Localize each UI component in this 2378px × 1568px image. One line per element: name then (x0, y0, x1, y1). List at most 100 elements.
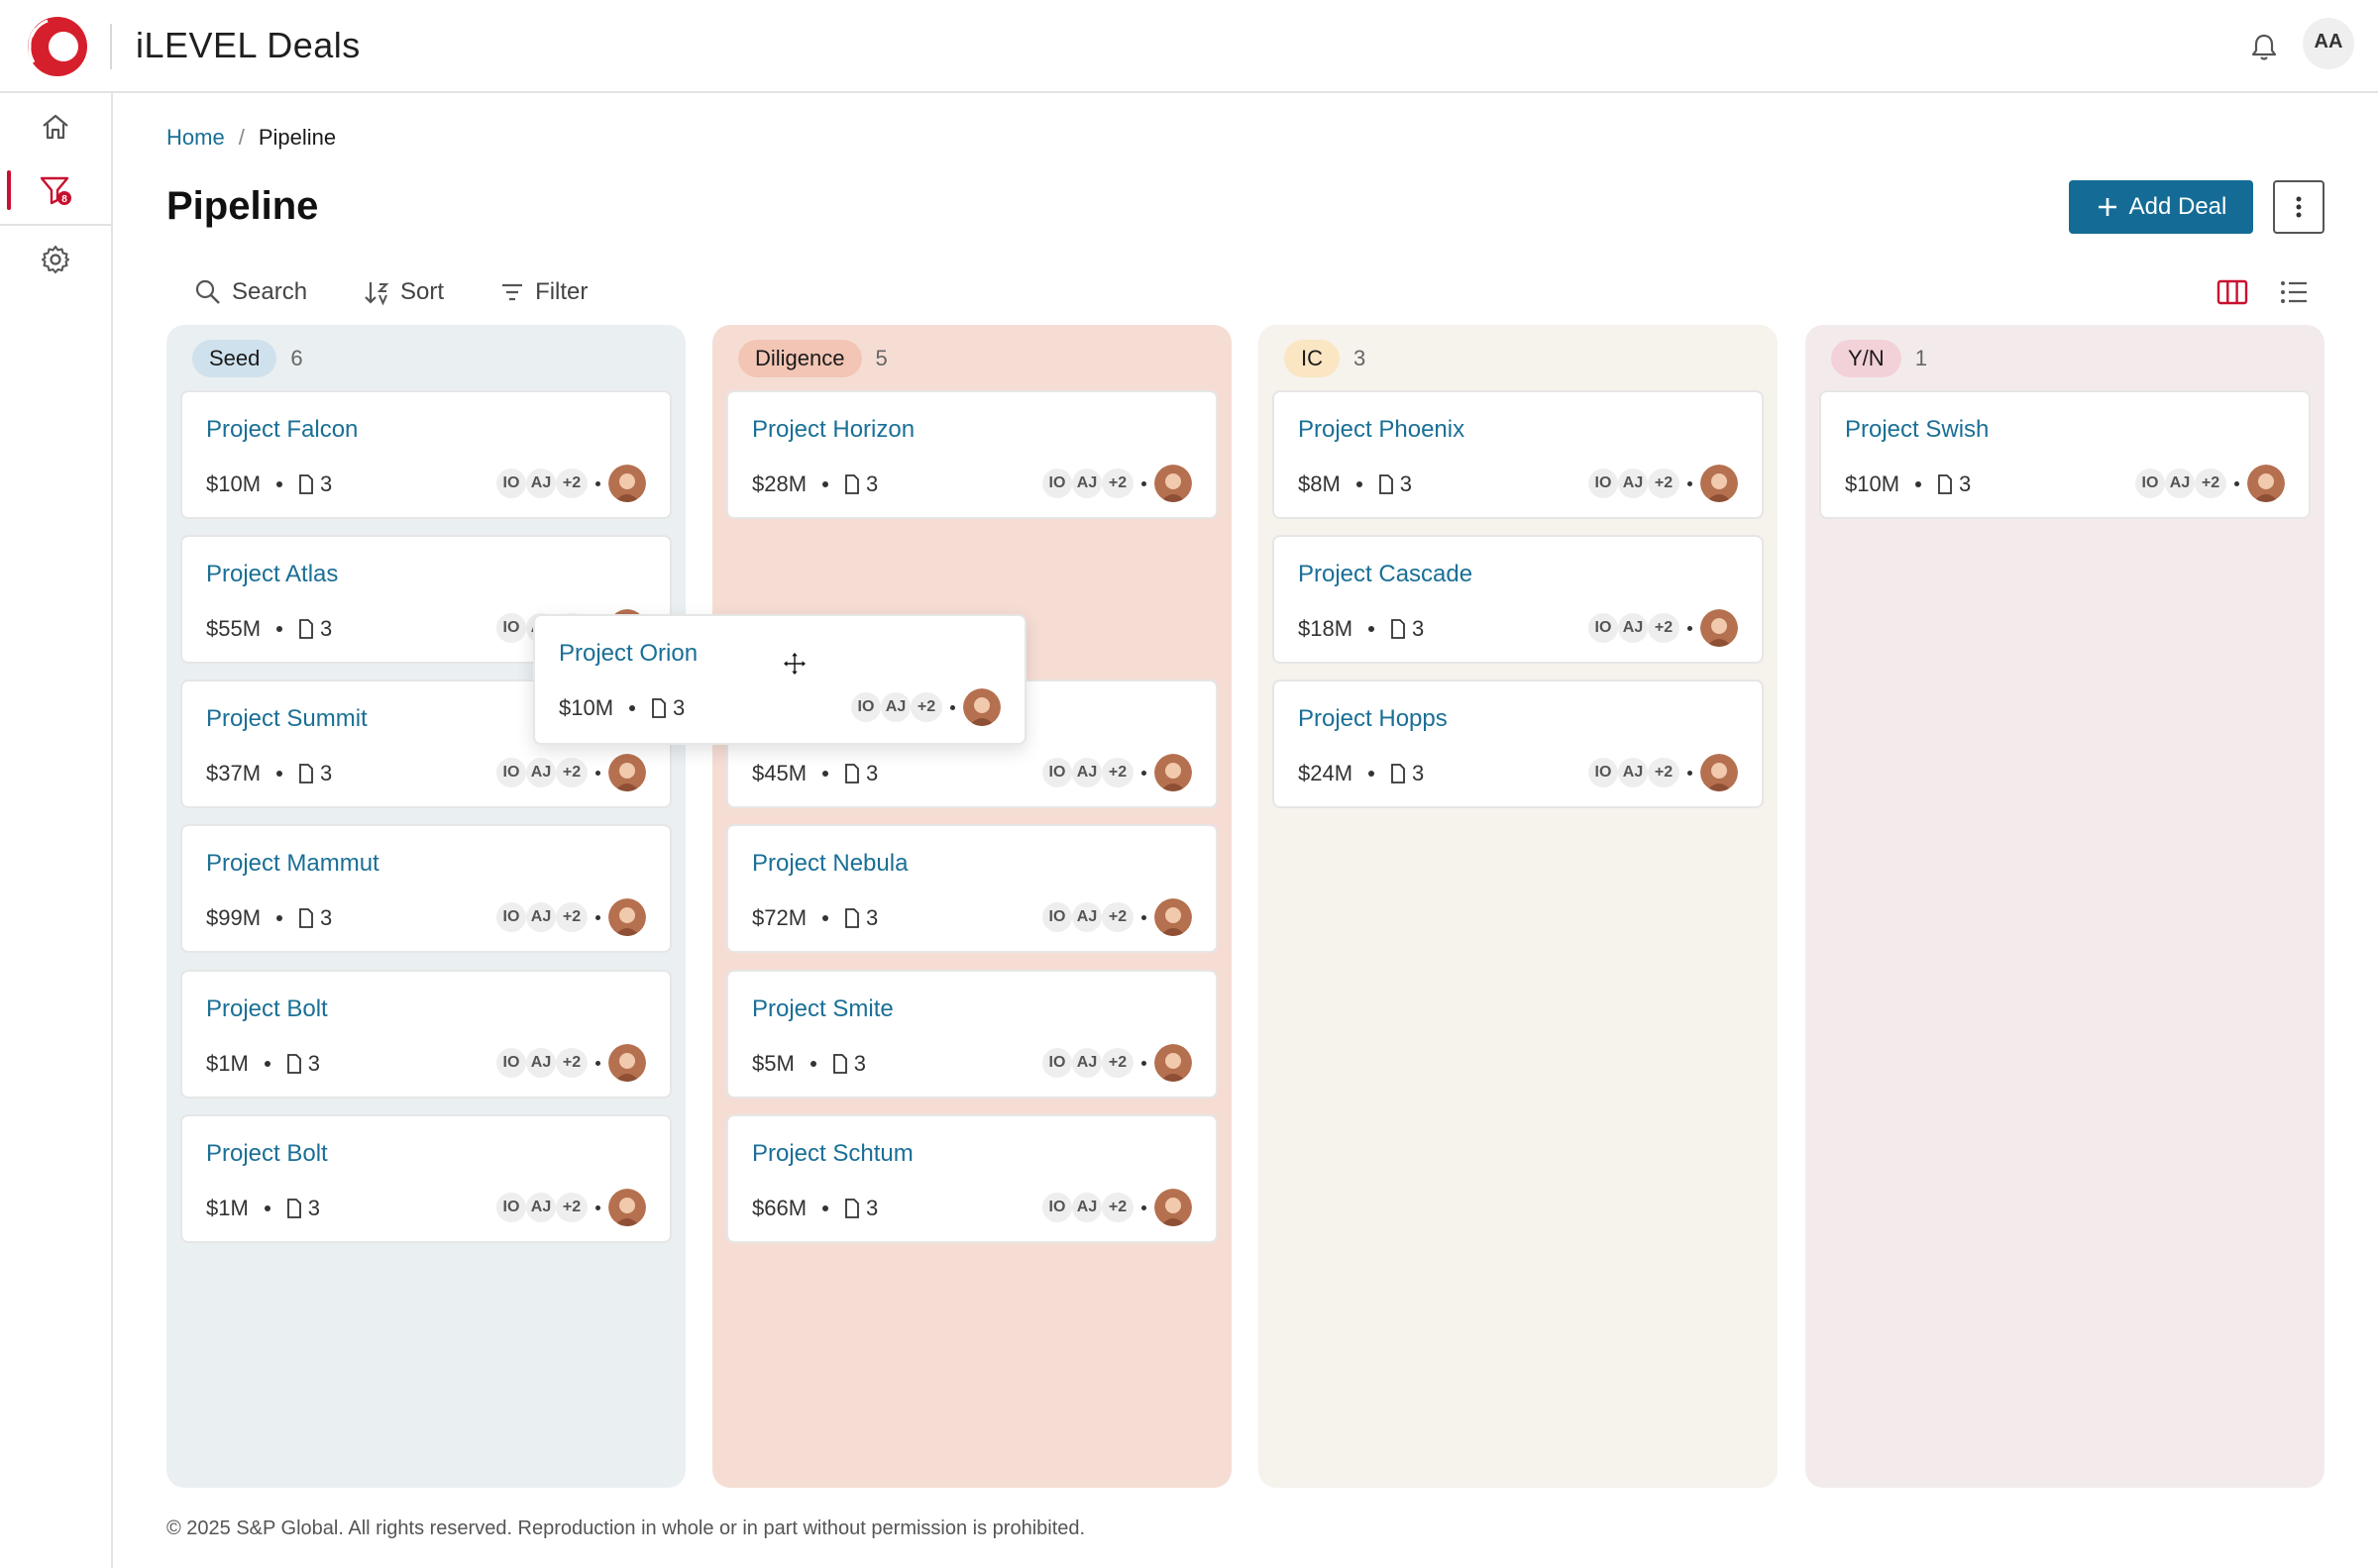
stage-column-header: Y/N 1 (1831, 339, 1927, 378)
deal-card-title[interactable]: Project Falcon (206, 416, 359, 443)
deal-card-title[interactable]: Project Nebula (752, 850, 909, 877)
deal-card[interactable]: Project Bolt $1M 3 IO AJ +2 (180, 1114, 672, 1243)
sort-icon (365, 282, 389, 306)
deal-card-title[interactable]: Project Cascade (1298, 561, 1473, 587)
deal-card-meta: $37M 3 (206, 761, 332, 786)
deal-card[interactable]: Project Hopps $24M 3 IO AJ +2 (1272, 679, 1764, 808)
list-view-icon[interactable] (2279, 277, 2309, 307)
deal-card-title[interactable]: Project Bolt (206, 1140, 328, 1167)
document-icon (652, 698, 666, 718)
document-icon (286, 1199, 301, 1218)
document-icon (286, 1054, 301, 1074)
team-more-count: +2 (556, 469, 588, 498)
deal-team[interactable]: IO AJ +2 (851, 687, 1001, 727)
sort-button[interactable]: Sort (363, 278, 444, 306)
deal-amount: $24M (1298, 761, 1353, 785)
team-member-initials: AJ (526, 902, 556, 932)
deal-card-meta: $10M 3 (1845, 471, 1971, 497)
deal-card[interactable]: Project Bolt $1M 3 IO AJ +2 (180, 970, 672, 1098)
deal-card[interactable]: Project Mammut $99M 3 IO AJ +2 (180, 824, 672, 953)
document-icon (1378, 474, 1393, 494)
deal-card-title[interactable]: Project Bolt (206, 995, 328, 1022)
team-member-initials: AJ (881, 692, 911, 722)
plus-icon (2098, 198, 2116, 216)
document-count: 3 (1399, 471, 1413, 496)
deal-card-title[interactable]: Project Summit (206, 705, 368, 732)
team-more-count: +2 (1102, 1193, 1134, 1222)
team-member-initials: AJ (1618, 758, 1648, 787)
deal-card[interactable]: Project Swish $10M 3 IO AJ +2 (1819, 390, 2311, 519)
deal-card[interactable]: Project Horizon $28M 3 IO AJ +2 (726, 390, 1218, 519)
nav-pipeline[interactable]: 8 (0, 158, 111, 222)
deal-card-title[interactable]: Project Horizon (752, 416, 916, 443)
stage-count: 6 (290, 346, 303, 370)
deal-card-meta: $1M 3 (206, 1196, 320, 1221)
team-member-initials: IO (1042, 1048, 1072, 1078)
team-more-count: +2 (1648, 613, 1679, 643)
bell-icon[interactable] (2245, 28, 2283, 65)
breadcrumb-separator: / (238, 125, 245, 150)
document-icon (845, 1199, 859, 1218)
dragging-deal-card[interactable]: Project Orion $10M 3 IO AJ +2 (533, 614, 1027, 745)
filter-button[interactable]: Filter (499, 278, 588, 306)
document-count: 3 (320, 761, 333, 785)
owner-avatar (608, 754, 646, 791)
team-member-initials: IO (1588, 469, 1618, 498)
deal-card-title[interactable]: Project Swish (1845, 416, 1990, 443)
document-count: 3 (1412, 761, 1425, 785)
deal-card[interactable]: Project Schtum $66M 3 IO AJ +2 (726, 1114, 1218, 1243)
owner-avatar (1154, 754, 1192, 791)
nav-home[interactable] (0, 95, 111, 158)
deal-card-meta: $45M 3 (752, 761, 878, 786)
document-count: 3 (866, 471, 879, 496)
deal-amount: $1M (206, 1196, 249, 1220)
footer-copyright: © 2025 S&P Global. All rights reserved. … (166, 1517, 1086, 1539)
deal-amount: $8M (1298, 471, 1341, 496)
deal-amount: $10M (1845, 471, 1900, 496)
document-count: 3 (673, 695, 686, 720)
nav-settings[interactable] (0, 228, 111, 291)
deal-card-title[interactable]: Project Orion (559, 640, 699, 667)
team-member-initials: IO (1042, 469, 1072, 498)
document-icon (299, 474, 313, 494)
more-options-button[interactable] (2273, 180, 2324, 234)
deal-card-title[interactable]: Project Schtum (752, 1140, 914, 1167)
deal-card-title[interactable]: Project Atlas (206, 561, 339, 587)
deal-card[interactable]: Project Cascade $18M 3 IO AJ +2 (1272, 535, 1764, 664)
deal-card-title[interactable]: Project Phoenix (1298, 416, 1465, 443)
deal-card-title[interactable]: Project Hopps (1298, 705, 1448, 732)
user-avatar[interactable]: AA (2303, 18, 2354, 69)
team-more-count: +2 (2195, 469, 2226, 498)
deal-card[interactable]: Project Smite $5M 3 IO AJ +2 (726, 970, 1218, 1098)
deal-card[interactable]: Project Falcon $10M 3 IO AJ +2 (180, 390, 672, 519)
document-icon (845, 764, 859, 784)
deal-card-title[interactable]: Project Mammut (206, 850, 379, 877)
deal-card[interactable]: Project Nebula $72M 3 IO AJ +2 (726, 824, 1218, 953)
add-deal-button[interactable]: Add Deal (2069, 180, 2253, 234)
document-count: 3 (866, 1196, 879, 1220)
filter-funnel-icon: 8 (40, 176, 71, 205)
deal-card-meta: $24M 3 (1298, 761, 1424, 786)
deal-card-title[interactable]: Project Smite (752, 995, 894, 1022)
search-label: Search (232, 278, 308, 305)
ilevel-logo-icon[interactable] (26, 15, 89, 78)
board-view-icon[interactable] (2216, 275, 2249, 309)
deal-card[interactable]: Project Phoenix $8M 3 IO AJ +2 (1272, 390, 1764, 519)
breadcrumb-home-link[interactable]: Home (166, 125, 225, 150)
owner-avatar (1154, 465, 1192, 502)
search-button[interactable]: Search (194, 278, 307, 306)
